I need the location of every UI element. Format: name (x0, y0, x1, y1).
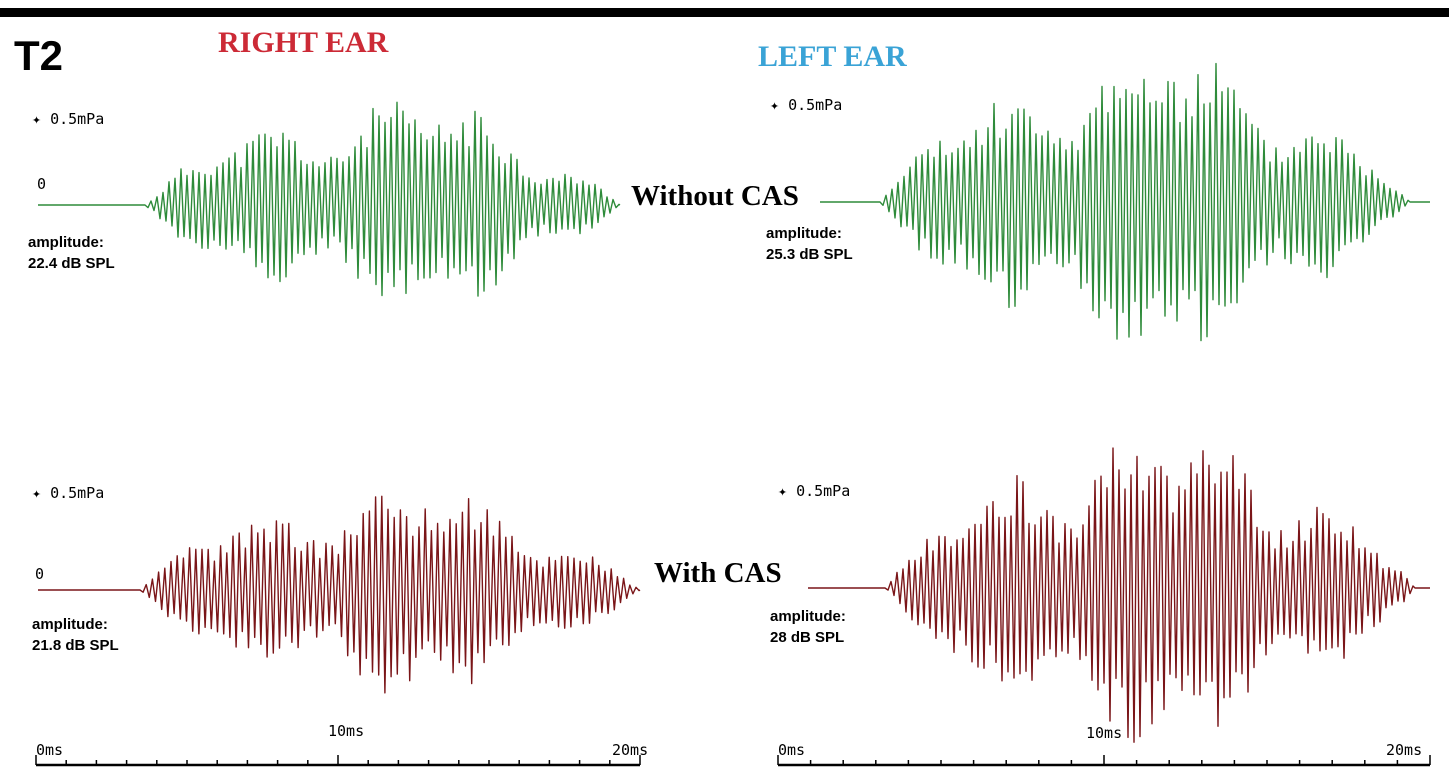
scale-label-right-with: ✦ 0.5mPa (32, 484, 105, 502)
right-ear-title: RIGHT EAR (218, 26, 389, 59)
waveform-left-with-cas (808, 447, 1430, 743)
top-rule (0, 8, 1449, 17)
time-axis-right (35, 755, 641, 767)
time-tick-end-right: 20ms (612, 741, 649, 759)
scale-label-right-without: ✦ 0.5mPa (32, 110, 105, 128)
time-tick-mid-left: 10ms (1086, 724, 1123, 742)
zero-label-right-with: 0 (35, 565, 45, 583)
time-tick-start-right: 0ms (36, 741, 64, 759)
time-tick-start-left: 0ms (778, 741, 806, 759)
time-axis-left (777, 755, 1431, 767)
time-tick-end-left: 20ms (1386, 741, 1423, 759)
left-ear-title: LEFT EAR (758, 40, 907, 73)
without-cas-label: Without CAS (631, 180, 799, 212)
amplitude-left-without: amplitude: 25.3 dB SPL (766, 225, 853, 263)
time-tick-mid-right: 10ms (328, 722, 365, 740)
figure-label: T2 (14, 32, 64, 79)
amplitude-left-with: amplitude: 28 dB SPL (770, 608, 846, 646)
amplitude-right-with: amplitude: 21.8 dB SPL (32, 616, 119, 654)
amplitude-right-without: amplitude: 22.4 dB SPL (28, 234, 115, 272)
waveform-left-without-cas (820, 62, 1430, 342)
scale-label-left-without: ✦ 0.5mPa (770, 96, 843, 114)
with-cas-label: With CAS (654, 557, 782, 589)
scale-label-left-with: ✦ 0.5mPa (778, 482, 851, 500)
zero-label-right-without: 0 (37, 175, 47, 193)
waveform-right-with-cas (38, 495, 641, 694)
waveform-right-without-cas (38, 101, 621, 297)
